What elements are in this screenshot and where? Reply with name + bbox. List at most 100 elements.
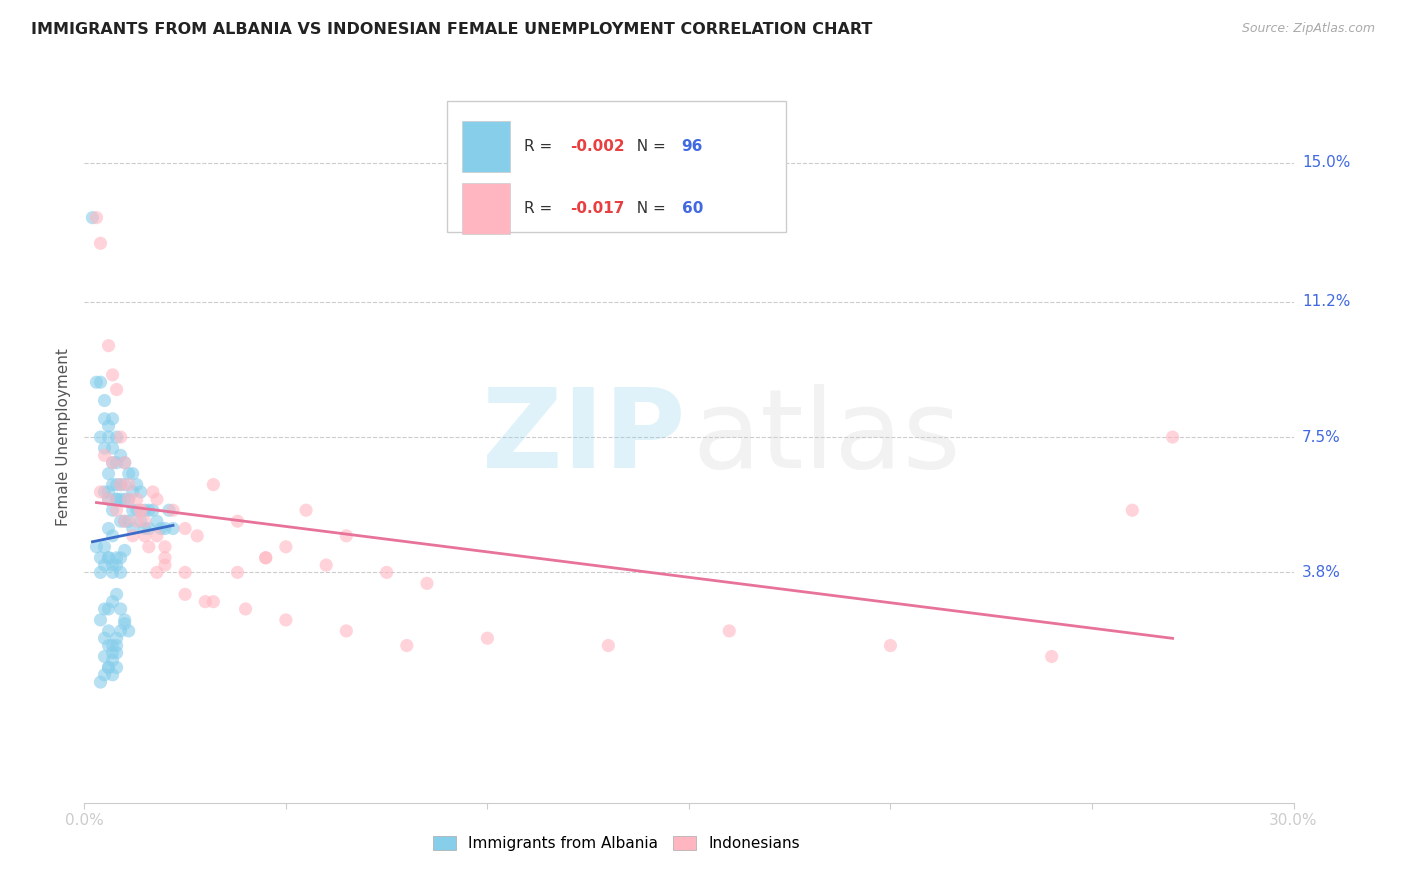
Point [101,639,124,653]
Text: N =: N = [627,139,671,154]
Point [93,602,115,616]
FancyBboxPatch shape [447,101,786,232]
Point [146,492,169,507]
Point [125,477,148,491]
Point [146,514,169,528]
Text: 60: 60 [682,201,703,216]
Point [121,521,143,535]
Text: IMMIGRANTS FROM ALBANIA VS INDONESIAN FEMALE UNEMPLOYMENT CORRELATION CHART: IMMIGRANTS FROM ALBANIA VS INDONESIAN FE… [31,22,872,37]
Point [89,675,111,690]
Point [93,441,115,455]
Point [93,649,115,664]
Point [101,646,124,660]
Point [97,419,120,434]
Point [105,383,128,397]
Y-axis label: Female Unemployment: Female Unemployment [56,348,72,526]
Point [129,503,152,517]
Point [97,492,120,507]
Point [105,587,128,601]
Point [118,624,141,638]
Point [110,492,132,507]
Point [118,492,141,507]
Point [121,485,143,500]
Point [153,540,176,554]
Point [1121,503,1143,517]
Point [110,624,132,638]
Point [101,594,124,608]
Point [101,566,124,580]
Point [101,412,124,426]
Bar [461,183,510,235]
Point [146,529,169,543]
Point [114,456,136,470]
Point [718,624,741,638]
Point [114,514,136,528]
Point [114,613,136,627]
Point [105,456,128,470]
Point [142,485,165,500]
Text: R =: R = [524,139,558,154]
Point [477,632,499,646]
Point [1161,430,1184,444]
Point [93,485,115,500]
Point [105,503,128,517]
Point [129,485,152,500]
Text: -0.002: -0.002 [571,139,626,154]
Point [86,211,108,225]
Point [101,558,124,573]
Text: ZIP: ZIP [482,384,685,491]
Point [114,616,136,631]
Point [86,540,108,554]
Point [416,576,439,591]
Point [226,514,249,528]
Point [146,566,169,580]
Point [335,529,357,543]
Point [375,566,398,580]
Point [105,558,128,573]
Point [97,639,120,653]
Point [93,667,115,681]
Point [162,503,184,517]
Point [202,594,225,608]
Point [295,503,318,517]
Point [89,566,111,580]
Text: 15.0%: 15.0% [1302,155,1350,170]
Point [89,430,111,444]
Point [149,521,172,535]
Point [110,602,132,616]
Point [118,467,141,481]
Point [101,456,124,470]
Point [315,558,337,573]
Point [134,514,156,528]
Point [101,503,124,517]
Text: Source: ZipAtlas.com: Source: ZipAtlas.com [1241,22,1375,36]
Point [174,566,197,580]
Point [97,492,120,507]
Point [105,492,128,507]
Point [114,456,136,470]
Point [118,514,141,528]
Point [105,660,128,674]
Point [101,653,124,667]
Text: 96: 96 [682,139,703,154]
Point [97,550,120,565]
Point [101,529,124,543]
Point [254,550,277,565]
Point [134,521,156,535]
Point [93,540,115,554]
Point [162,521,184,535]
Point [194,594,217,608]
Point [174,521,197,535]
Point [186,529,208,543]
Point [97,550,120,565]
Point [125,492,148,507]
Point [105,477,128,491]
Point [235,602,257,616]
Point [97,602,120,616]
Point [105,430,128,444]
Legend: Immigrants from Albania, Indonesians: Immigrants from Albania, Indonesians [426,830,806,857]
Point [93,393,115,408]
Point [97,485,120,500]
Point [129,503,152,517]
Point [114,477,136,491]
